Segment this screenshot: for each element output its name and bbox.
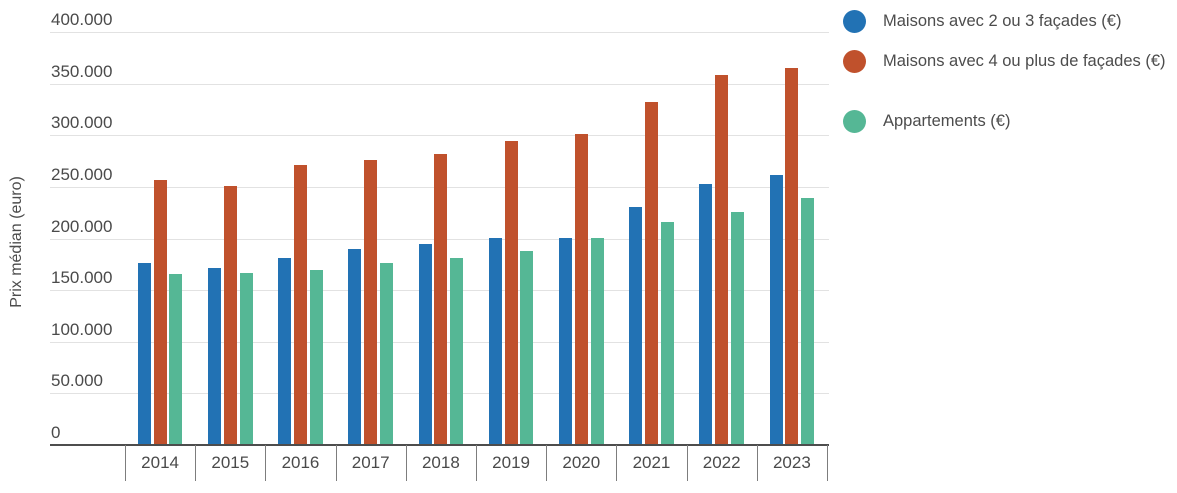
gridline xyxy=(50,135,829,137)
legend-item-series1[interactable]: Maisons avec 2 ou 3 façades (€) xyxy=(843,10,1173,33)
y-axis-tick-label: 200.000 xyxy=(51,216,113,236)
bar-2015-series3[interactable] xyxy=(239,272,253,445)
bar-2020-series1[interactable] xyxy=(558,237,572,445)
bar-2015-series2[interactable] xyxy=(223,185,237,445)
x-axis-label-2014: 2014 xyxy=(141,453,179,472)
x-axis-tick xyxy=(686,445,688,481)
legend-label: Maisons avec 2 ou 3 façades (€) xyxy=(883,12,1122,30)
y-axis-tick-label: 100.000 xyxy=(51,319,113,339)
x-axis-label-2019: 2019 xyxy=(492,453,530,472)
x-axis-tick xyxy=(335,445,337,481)
x-axis-label-2023: 2023 xyxy=(772,453,811,472)
x-axis-tick xyxy=(616,445,618,481)
legend-item-series2[interactable]: Maisons avec 4 ou plus de façades (€) xyxy=(843,50,1173,73)
legend-swatch-icon xyxy=(843,10,866,33)
legend-label: Appartements (€) xyxy=(883,112,1011,130)
x-axis-tick xyxy=(125,445,126,481)
bar-2015-series1[interactable] xyxy=(207,268,221,445)
bar-2022-series2[interactable] xyxy=(715,75,729,445)
gridline xyxy=(50,83,829,85)
bar-2023-series3[interactable] xyxy=(801,198,815,445)
bar-2017-series2[interactable] xyxy=(364,160,378,445)
y-axis-tick-label: 400.000 xyxy=(51,10,113,29)
bar-2020-series2[interactable] xyxy=(574,134,588,445)
bar-2021-series2[interactable] xyxy=(644,102,658,445)
bar-2014-series3[interactable] xyxy=(169,273,183,445)
bar-2016-series1[interactable] xyxy=(278,258,292,445)
legend-swatch-icon xyxy=(843,50,866,73)
bar-2018-series3[interactable] xyxy=(450,258,464,445)
bar-2019-series1[interactable] xyxy=(488,237,502,445)
bar-2014-series2[interactable] xyxy=(153,179,167,445)
bar-2022-series3[interactable] xyxy=(730,211,744,445)
bar-2021-series1[interactable] xyxy=(629,206,643,445)
bar-2018-series1[interactable] xyxy=(418,243,432,445)
bar-2023-series1[interactable] xyxy=(769,174,783,445)
bar-2019-series2[interactable] xyxy=(504,141,518,445)
x-axis-line xyxy=(50,444,829,446)
x-axis-label-2017: 2017 xyxy=(351,453,390,472)
legend-item-series3[interactable]: Appartements (€) xyxy=(843,110,1173,133)
x-axis-tick xyxy=(827,445,828,481)
x-axis-tick xyxy=(476,445,477,481)
bar-2022-series1[interactable] xyxy=(699,183,713,445)
gridline xyxy=(50,32,829,33)
bar-2021-series3[interactable] xyxy=(660,222,674,445)
bar-2016-series2[interactable] xyxy=(293,165,307,445)
legend-label: Maisons avec 4 ou plus de façades (€) xyxy=(883,52,1166,70)
x-axis-tick xyxy=(265,445,267,481)
bar-2023-series2[interactable] xyxy=(785,68,799,445)
y-axis-tick-label: 150.000 xyxy=(51,268,113,288)
bar-2019-series3[interactable] xyxy=(520,250,534,445)
bar-2014-series1[interactable] xyxy=(137,263,151,445)
y-axis-tick-label: 300.000 xyxy=(51,113,113,133)
y-axis-tick-label: 0 xyxy=(51,423,61,442)
x-axis-label-2021: 2021 xyxy=(632,453,671,472)
x-axis-label-2016: 2016 xyxy=(281,453,320,472)
bar-2017-series1[interactable] xyxy=(348,248,362,445)
x-axis-label-2022: 2022 xyxy=(702,453,741,472)
legend-swatch-icon xyxy=(843,110,866,133)
y-axis-tick-label: 250.000 xyxy=(51,164,113,184)
bar-2018-series2[interactable] xyxy=(434,153,448,445)
bar-2016-series3[interactable] xyxy=(309,269,323,445)
x-axis-tick xyxy=(405,445,407,481)
x-axis-tick xyxy=(756,445,758,481)
y-axis-tick-label: 50.000 xyxy=(51,371,103,391)
bar-2020-series3[interactable] xyxy=(590,237,604,445)
y-axis-title: Prix médian (euro) xyxy=(8,176,25,308)
x-axis-label-2020: 2020 xyxy=(562,453,601,472)
x-axis-tick xyxy=(195,445,197,481)
y-axis-tick-label: 350.000 xyxy=(51,61,113,81)
x-axis-label-2015: 2015 xyxy=(211,453,250,472)
x-axis-tick xyxy=(546,445,548,481)
bar-2017-series3[interactable] xyxy=(379,263,393,445)
x-axis-label-2018: 2018 xyxy=(421,453,460,472)
